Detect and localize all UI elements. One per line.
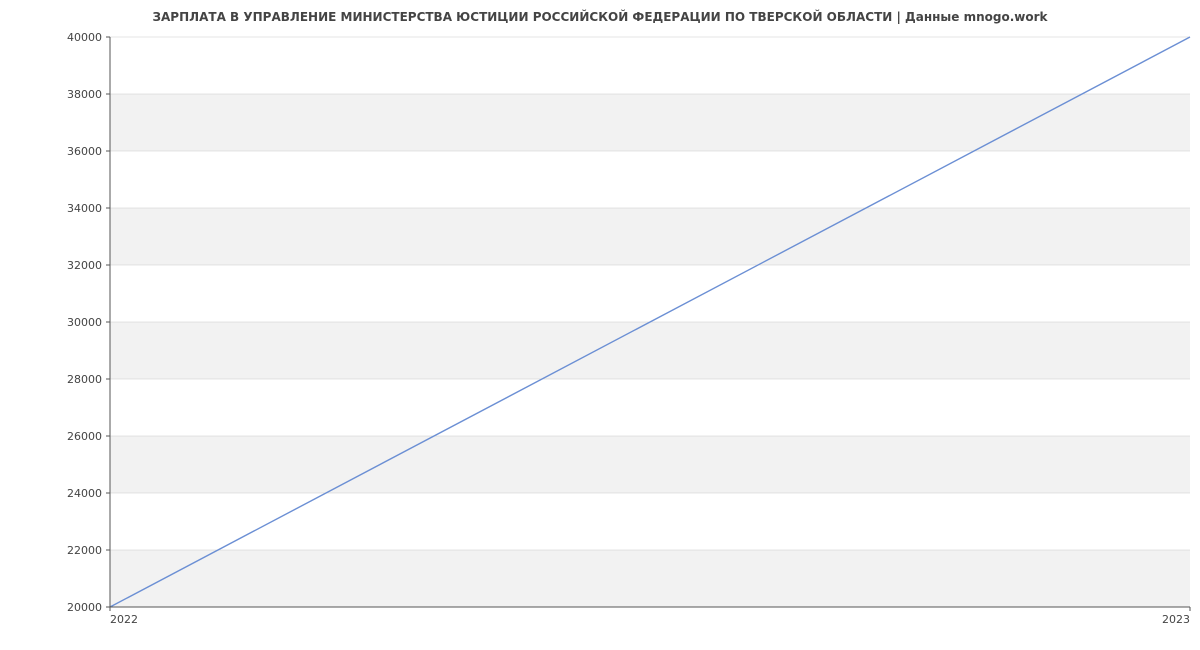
ytick-label: 20000 (0, 601, 102, 614)
ytick-label: 30000 (0, 316, 102, 329)
xtick-label: 2022 (110, 613, 190, 626)
ytick-label: 36000 (0, 145, 102, 158)
ytick-label: 22000 (0, 544, 102, 557)
ytick-label: 24000 (0, 487, 102, 500)
ytick-label: 38000 (0, 88, 102, 101)
ytick-label: 34000 (0, 202, 102, 215)
xtick-label: 2023 (1110, 613, 1190, 626)
ytick-label: 28000 (0, 373, 102, 386)
ytick-label: 40000 (0, 31, 102, 44)
plot-area (110, 37, 1190, 607)
ytick-label: 26000 (0, 430, 102, 443)
ytick-label: 32000 (0, 259, 102, 272)
chart-title: ЗАРПЛАТА В УПРАВЛЕНИЕ МИНИСТЕРСТВА ЮСТИЦ… (0, 10, 1200, 24)
chart-svg (110, 37, 1190, 607)
